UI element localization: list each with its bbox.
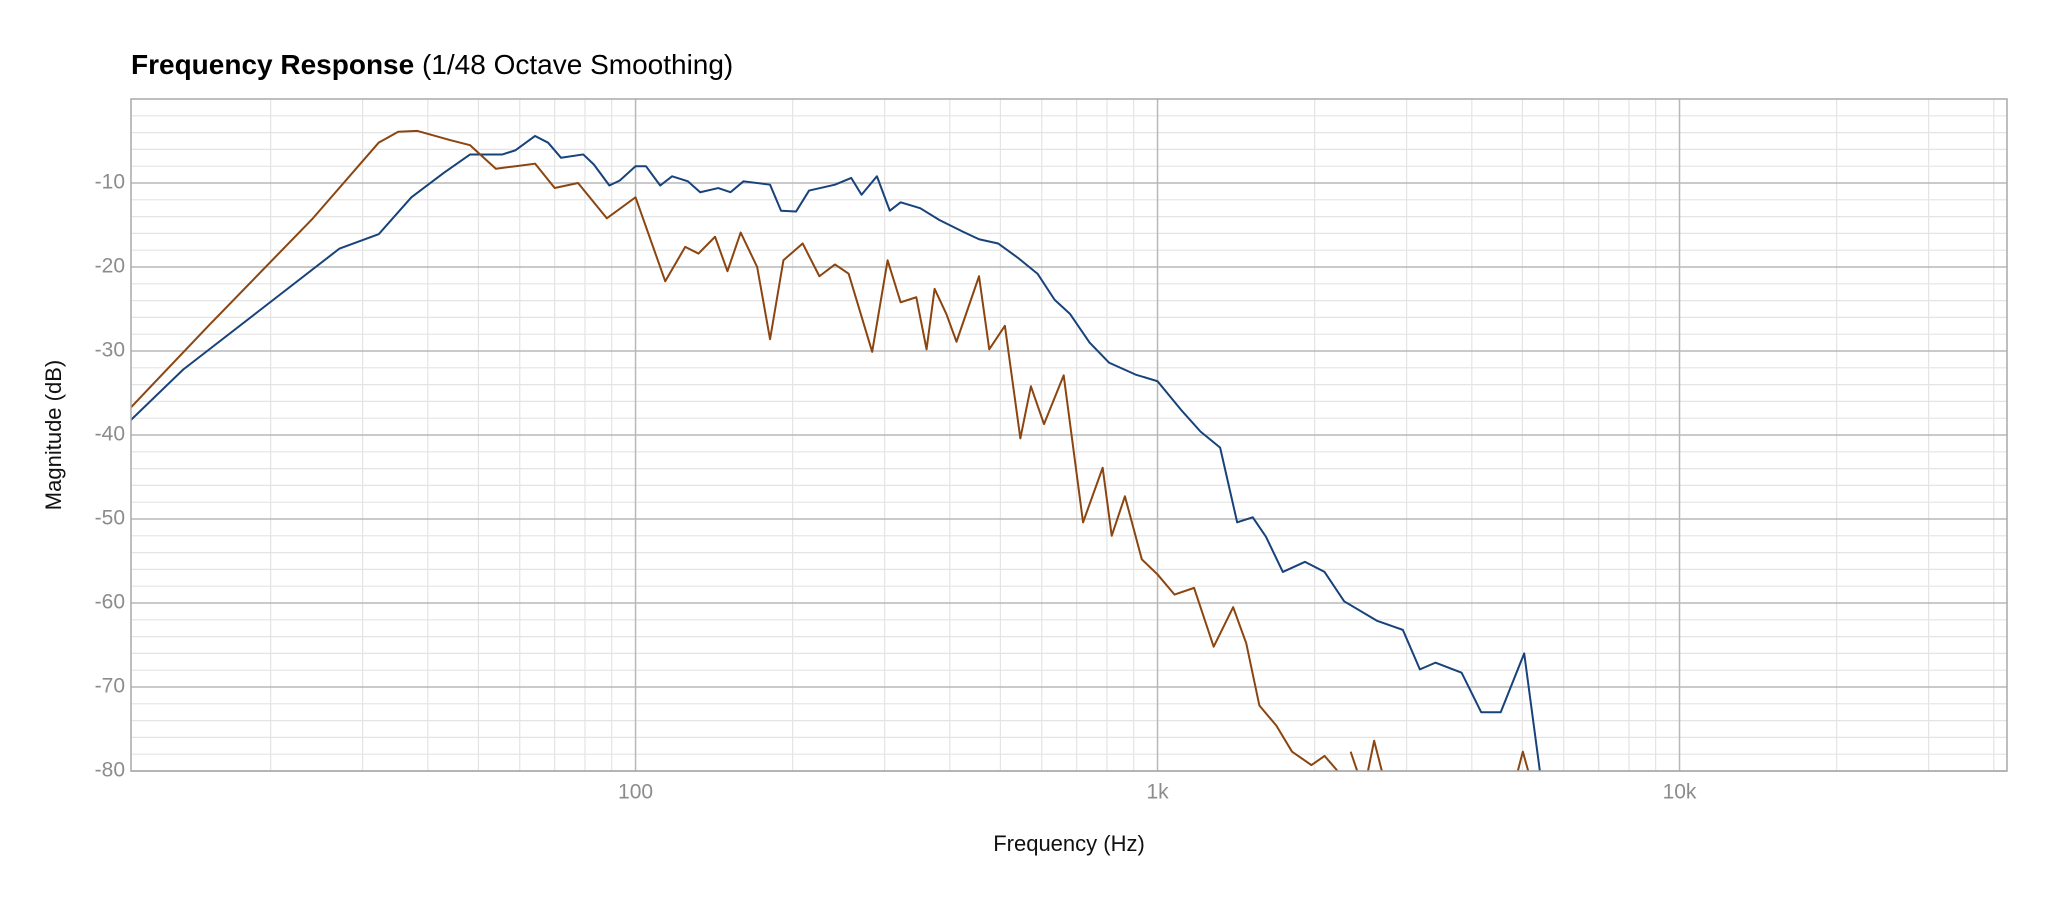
y-tick-label: -20 [95,255,125,278]
chart-subtitle: (1/48 Octave Smoothing) [422,49,733,80]
y-tick-label: -50 [95,507,125,530]
chart-title: Frequency Response [131,49,414,80]
plot-area [131,129,1541,771]
response-line [131,129,1530,771]
x-axis-label: Frequency (Hz) [993,831,1145,856]
y-axis-label: Magnitude (dB) [41,360,66,510]
x-tick-label: 1k [1146,781,1169,804]
y-tick-label: -80 [95,759,125,782]
y-tick-label: -10 [95,171,125,194]
grid [131,99,2007,772]
chart-heading: Frequency Response (1/48 Octave Smoothin… [131,49,733,80]
response-line [131,134,1541,771]
x-tick-label: 100 [618,781,653,804]
y-tick-label: -70 [95,675,125,698]
x-tick-label: 10k [1663,781,1697,804]
y-tick-label: -40 [95,423,125,446]
y-tick-label: -30 [95,339,125,362]
plot-frame [130,98,2008,772]
y-tick-label: -60 [95,591,125,614]
